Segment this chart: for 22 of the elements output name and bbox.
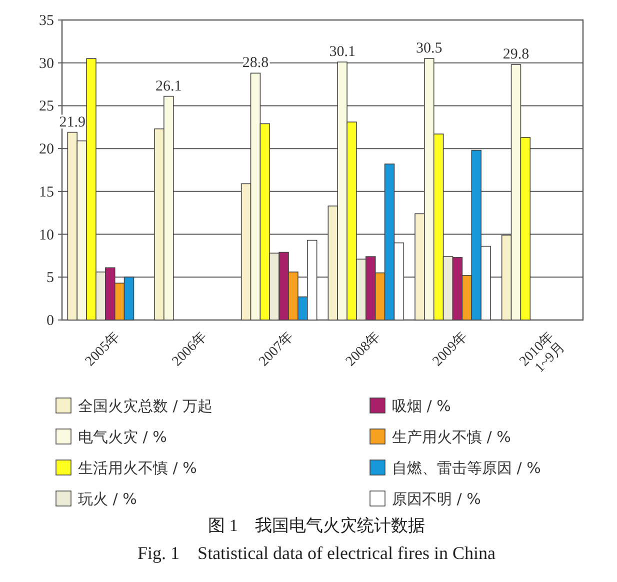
y-tick-label: 35 [39, 13, 54, 29]
legend-label: 生产用火不慎 / % [392, 428, 511, 446]
legend-label: 全国火灾总数 / 万起 [78, 397, 213, 415]
data-label: 29.8 [502, 46, 530, 63]
legend-label: 吸烟 / % [392, 397, 451, 415]
data-label: 30.1 [329, 44, 356, 60]
legend-label: 玩火 / % [78, 490, 137, 508]
y-tick-label: 25 [39, 98, 54, 115]
y-tick-label: 15 [39, 184, 54, 200]
legend-label: 自燃、雷击等原因 / % [392, 459, 541, 477]
data-label: 26.1 [156, 78, 182, 94]
y-tick-label: 30 [39, 56, 54, 72]
y-tick-label: 5 [46, 270, 54, 286]
legend-label: 电气火灾 / % [78, 428, 167, 446]
legend-label: 原因不明 / % [392, 490, 481, 508]
caption: 图 1 我国电气火灾统计数据 [208, 516, 425, 535]
y-tick-label: 20 [39, 142, 54, 158]
y-tick-label: 0 [46, 313, 54, 329]
data-label: 30.5 [416, 40, 442, 57]
y-tick-label: 10 [39, 227, 54, 244]
legend-label: 生活用火不慎 / % [78, 459, 197, 477]
caption: Fig. 1 Statistical data of electrical fires in China [138, 543, 496, 563]
